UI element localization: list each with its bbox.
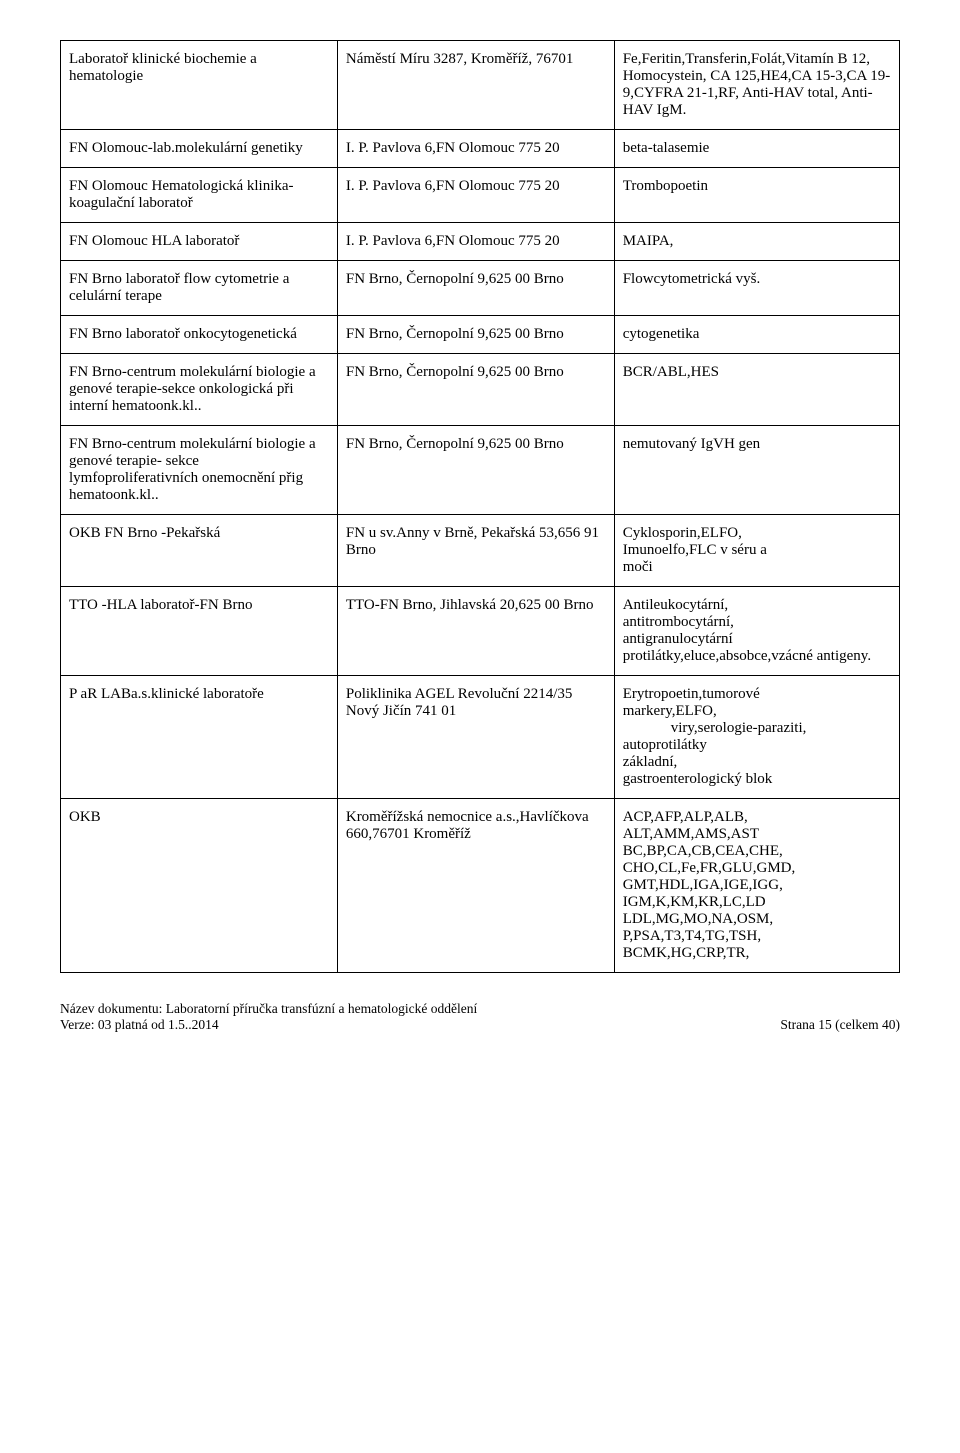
cell-address: I. P. Pavlova 6,FN Olomouc 775 20 — [337, 130, 614, 168]
analysis-line: viry,serologie-paraziti, — [623, 720, 891, 737]
analysis-line: BC,BP,CA,CB,CEA,CHE, — [623, 843, 891, 860]
cell-lab-name: FN Brno-centrum molekulární biologie a g… — [61, 426, 338, 515]
table-row: OKB FN Brno -PekařskáFN u sv.Anny v Brně… — [61, 515, 900, 587]
analysis-line: GMT,HDL,IGA,IGE,IGG, — [623, 877, 891, 894]
analysis-line: antitrombocytární, — [623, 614, 891, 631]
footer-right: Strana 15 (celkem 40) — [780, 1017, 900, 1033]
cell-analysis: Antileukocytární,antitrombocytární,antig… — [614, 587, 899, 676]
cell-address: I. P. Pavlova 6,FN Olomouc 775 20 — [337, 223, 614, 261]
cell-lab-name: FN Olomouc-lab.molekulární genetiky — [61, 130, 338, 168]
cell-address: FN Brno, Černopolní 9,625 00 Brno — [337, 354, 614, 426]
footer-left: Název dokumentu: Laboratorní příručka tr… — [60, 1001, 477, 1033]
laboratory-table-body: Laboratoř klinické biochemie a hematolog… — [61, 41, 900, 973]
page-number-label: Strana 15 (celkem 40) — [780, 1017, 900, 1032]
cell-analysis: ACP,AFP,ALP,ALB,ALT,AMM,AMS,ASTBC,BP,CA,… — [614, 799, 899, 973]
table-row: FN Olomouc Hematologická klinika-koagula… — [61, 168, 900, 223]
address-line: Brno — [346, 542, 606, 559]
cell-address: FN Brno, Černopolní 9,625 00 Brno — [337, 261, 614, 316]
address-line: TTO-FN Brno, Jihlavská 20,625 00 Brno — [346, 597, 606, 614]
cell-lab-name: FN Olomouc Hematologická klinika-koagula… — [61, 168, 338, 223]
address-line: Poliklinika AGEL Revoluční 2214/35 — [346, 686, 606, 703]
address-line: Kroměřížská nemocnice a.s.,Havlíčkova 66… — [346, 809, 606, 843]
page-footer: Název dokumentu: Laboratorní příručka tr… — [60, 1001, 900, 1033]
cell-analysis: cytogenetika — [614, 316, 899, 354]
laboratory-table: Laboratoř klinické biochemie a hematolog… — [60, 40, 900, 973]
cell-address: FN Brno, Černopolní 9,625 00 Brno — [337, 316, 614, 354]
table-row: FN Olomouc-lab.molekulární genetikyI. P.… — [61, 130, 900, 168]
analysis-line: základní, — [623, 754, 891, 771]
cell-lab-name: OKB FN Brno -Pekařská — [61, 515, 338, 587]
analysis-line: P,PSA,T3,T4,TG,TSH, — [623, 928, 891, 945]
cell-address: Kroměřížská nemocnice a.s.,Havlíčkova 66… — [337, 799, 614, 973]
cell-analysis: Fe,Feritin,Transferin,Folát,Vitamín B 12… — [614, 41, 899, 130]
analysis-line: antigranulocytární protilátky,eluce,abso… — [623, 631, 891, 665]
table-row: FN Brno laboratoř flow cytometrie a celu… — [61, 261, 900, 316]
cell-address: FN Brno, Černopolní 9,625 00 Brno — [337, 426, 614, 515]
cell-address: Náměstí Míru 3287, Kroměříž, 76701 — [337, 41, 614, 130]
cell-lab-name: FN Brno laboratoř onkocytogenetická — [61, 316, 338, 354]
cell-analysis: Erytropoetin,tumorovémarkery,ELFO,viry,s… — [614, 676, 899, 799]
table-row: P aR LABa.s.klinické laboratořePoliklini… — [61, 676, 900, 799]
cell-address: FN u sv.Anny v Brně, Pekařská 53,656 91B… — [337, 515, 614, 587]
analysis-line: ACP,AFP,ALP,ALB, — [623, 809, 891, 826]
cell-analysis: nemutovaný IgVH gen — [614, 426, 899, 515]
analysis-line: moči — [623, 559, 891, 576]
table-row: FN Brno-centrum molekulární biologie a g… — [61, 426, 900, 515]
version-label: Verze: 03 platná od 1.5..2014 — [60, 1017, 477, 1033]
cell-lab-name: TTO -HLA laboratoř-FN Brno — [61, 587, 338, 676]
analysis-line: BCMK,HG,CRP,TR, — [623, 945, 891, 962]
table-row: Laboratoř klinické biochemie a hematolog… — [61, 41, 900, 130]
table-row: FN Brno laboratoř onkocytogenetickáFN Br… — [61, 316, 900, 354]
cell-analysis: Trombopoetin — [614, 168, 899, 223]
analysis-line: IGM,K,KM,KR,LC,LD — [623, 894, 891, 911]
table-row: FN Brno-centrum molekulární biologie a g… — [61, 354, 900, 426]
cell-lab-name: OKB — [61, 799, 338, 973]
analysis-line: LDL,MG,MO,NA,OSM, — [623, 911, 891, 928]
cell-analysis: Flowcytometrická vyš. — [614, 261, 899, 316]
cell-lab-name: FN Olomouc HLA laboratoř — [61, 223, 338, 261]
analysis-line: autoprotilátky — [623, 737, 891, 754]
cell-analysis: MAIPA, — [614, 223, 899, 261]
doc-name-label: Název dokumentu: Laboratorní příručka tr… — [60, 1001, 477, 1017]
analysis-line: Erytropoetin,tumorové — [623, 686, 891, 703]
analysis-line: Antileukocytární, — [623, 597, 891, 614]
table-row: FN Olomouc HLA laboratořI. P. Pavlova 6,… — [61, 223, 900, 261]
cell-address: Poliklinika AGEL Revoluční 2214/35Nový J… — [337, 676, 614, 799]
analysis-line: CHO,CL,Fe,FR,GLU,GMD, — [623, 860, 891, 877]
cell-address: TTO-FN Brno, Jihlavská 20,625 00 Brno — [337, 587, 614, 676]
address-line: FN u sv.Anny v Brně, Pekařská 53,656 91 — [346, 525, 606, 542]
analysis-line: ALT,AMM,AMS,AST — [623, 826, 891, 843]
analysis-line: Imunoelfo,FLC v séru a — [623, 542, 891, 559]
analysis-line: Cyklosporin,ELFO, — [623, 525, 891, 542]
cell-lab-name: P aR LABa.s.klinické laboratoře — [61, 676, 338, 799]
cell-analysis: BCR/ABL,HES — [614, 354, 899, 426]
analysis-line: gastroenterologický blok — [623, 771, 891, 788]
analysis-line: markery,ELFO, — [623, 703, 891, 720]
address-line: Nový Jičín 741 01 — [346, 703, 606, 720]
cell-lab-name: Laboratoř klinické biochemie a hematolog… — [61, 41, 338, 130]
table-row: OKBKroměřížská nemocnice a.s.,Havlíčkova… — [61, 799, 900, 973]
cell-lab-name: FN Brno-centrum molekulární biologie a g… — [61, 354, 338, 426]
cell-address: I. P. Pavlova 6,FN Olomouc 775 20 — [337, 168, 614, 223]
cell-analysis: beta-talasemie — [614, 130, 899, 168]
cell-lab-name: FN Brno laboratoř flow cytometrie a celu… — [61, 261, 338, 316]
table-row: TTO -HLA laboratoř-FN Brno TTO-FN Brno, J… — [61, 587, 900, 676]
cell-analysis: Cyklosporin,ELFO,Imunoelfo,FLC v séru am… — [614, 515, 899, 587]
